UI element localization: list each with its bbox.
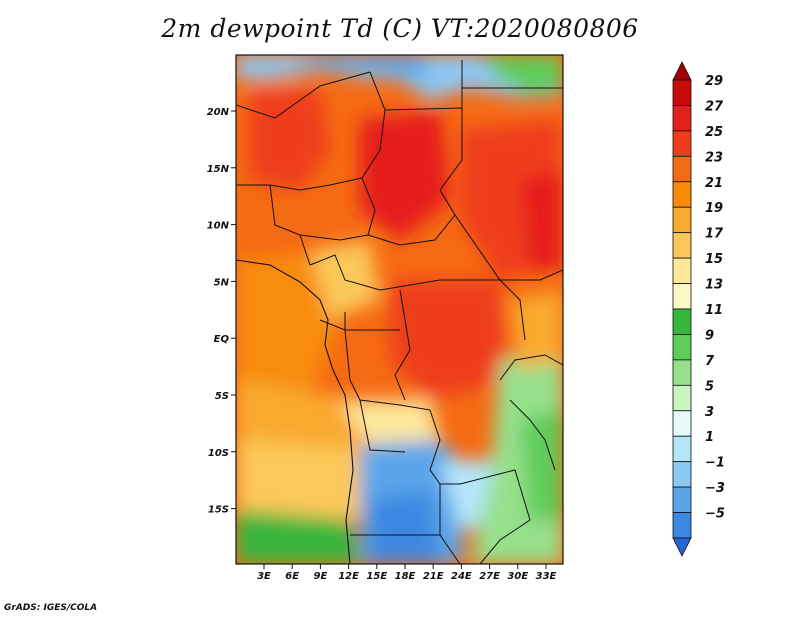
colorbar-label: 23 [705, 150, 723, 165]
lon-tick-label: 27E [479, 571, 500, 582]
colorbar-swatch [672, 410, 692, 437]
colorbar-swatch [672, 130, 692, 157]
colorbar-swatch [672, 486, 692, 513]
colorbar-label: 29 [705, 74, 723, 89]
colorbar-label: 3 [705, 405, 714, 420]
colorbar-label: −1 [705, 456, 725, 471]
lon-tick-label: 6E [285, 571, 299, 582]
lat-tick-label: 15N [207, 164, 230, 175]
lon-tick-label: 12E [338, 571, 359, 582]
lat-tick-label: 15S [208, 505, 229, 516]
map-frame [235, 54, 564, 565]
lat-tick-label: EQ [214, 334, 230, 345]
lon-tick-label: 33E [536, 571, 557, 582]
colorbar-swatch [672, 232, 692, 259]
colorbar-label: 11 [705, 303, 723, 318]
colorbar-swatch [672, 105, 692, 132]
colorbar-label: 9 [705, 328, 714, 343]
colorbar-swatch [672, 334, 692, 361]
colorbar-label: 7 [705, 354, 715, 369]
colorbar-label: 25 [705, 125, 723, 140]
map-title: 2m dewpoint Td (C) VT:2020080806 [161, 14, 639, 43]
lat-tick-label: 20N [207, 107, 230, 118]
colorbar-swatch [672, 308, 692, 335]
colorbar-swatch [672, 461, 692, 488]
lat-tick-label: 5S [215, 391, 229, 402]
colorbar-top-arrow [672, 61, 692, 81]
lon-tick-label: 21E [423, 571, 444, 582]
colorbar-label: 17 [705, 227, 724, 242]
colorbar-label: 19 [705, 201, 723, 216]
colorbar-swatch [672, 181, 692, 208]
latitude-axis: 20N 15N 10N 5N EQ 5S 10S 15S [207, 107, 236, 516]
dewpoint-field [236, 55, 563, 564]
lon-tick-label: 3E [257, 571, 271, 582]
lon-tick-label: 24E [451, 571, 472, 582]
colorbar-swatch [672, 512, 692, 539]
longitude-axis: 3E 6E 9E 12E 15E 18E 21E 24E 27E 30E 33E [257, 564, 557, 582]
colorbar-swatch [672, 155, 692, 183]
colorbar-swatch [672, 283, 692, 310]
colorbar-label: 27 [705, 99, 724, 114]
colorbar-swatch [672, 384, 692, 412]
lon-tick-label: 15E [366, 571, 387, 582]
colorbar-label: −3 [705, 481, 725, 496]
colorbar-label: −5 [705, 507, 725, 522]
colorbar-label: 21 [705, 176, 723, 191]
credit-text: GrADS: IGES/COLA [4, 603, 98, 613]
colorbar-label: 5 [705, 379, 714, 394]
lon-tick-label: 18E [395, 571, 416, 582]
colorbar-label: 13 [705, 278, 723, 293]
lat-tick-label: 10N [207, 221, 230, 232]
colorbar-label: 15 [705, 252, 723, 267]
colorbar-swatch [672, 359, 692, 386]
colorbar-bottom-arrow [672, 537, 692, 557]
colorbar-swatch [672, 206, 692, 234]
lat-tick-label: 5N [214, 277, 230, 288]
lat-tick-label: 10S [208, 448, 229, 459]
colorbar-label: 1 [705, 430, 714, 445]
lon-tick-label: 30E [507, 571, 528, 582]
colorbar-swatch [672, 79, 692, 106]
colorbar-swatch [672, 257, 692, 284]
lon-tick-label: 9E [314, 571, 328, 582]
colorbar: 29 27 25 23 21 19 17 15 13 11 9 7 5 3 1 −1 −3 −5 [672, 61, 725, 557]
colorbar-swatch [672, 435, 692, 463]
